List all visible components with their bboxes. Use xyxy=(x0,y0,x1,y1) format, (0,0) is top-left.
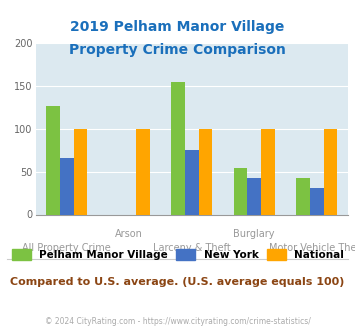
Text: Larceny & Theft: Larceny & Theft xyxy=(153,243,231,252)
Bar xyxy=(296,178,310,214)
Bar xyxy=(185,150,198,214)
Text: Motor Vehicle Theft: Motor Vehicle Theft xyxy=(269,243,355,252)
Text: Burglary: Burglary xyxy=(234,229,275,239)
Bar xyxy=(234,168,247,214)
Bar xyxy=(171,82,185,214)
Text: All Property Crime: All Property Crime xyxy=(22,243,111,252)
Bar xyxy=(198,129,212,214)
Text: Property Crime Comparison: Property Crime Comparison xyxy=(69,43,286,57)
Text: Compared to U.S. average. (U.S. average equals 100): Compared to U.S. average. (U.S. average … xyxy=(10,277,345,287)
Text: © 2024 CityRating.com - https://www.cityrating.com/crime-statistics/: © 2024 CityRating.com - https://www.city… xyxy=(45,317,310,326)
Bar xyxy=(247,179,261,214)
Legend: Pelham Manor Village, New York, National: Pelham Manor Village, New York, National xyxy=(12,249,344,260)
Bar xyxy=(323,129,337,214)
Bar xyxy=(310,188,323,214)
Bar xyxy=(73,129,87,214)
Bar xyxy=(46,106,60,214)
Text: 2019 Pelham Manor Village: 2019 Pelham Manor Village xyxy=(70,20,285,34)
Bar xyxy=(261,129,275,214)
Bar xyxy=(136,129,150,214)
Bar xyxy=(60,158,73,214)
Text: Arson: Arson xyxy=(115,229,143,239)
